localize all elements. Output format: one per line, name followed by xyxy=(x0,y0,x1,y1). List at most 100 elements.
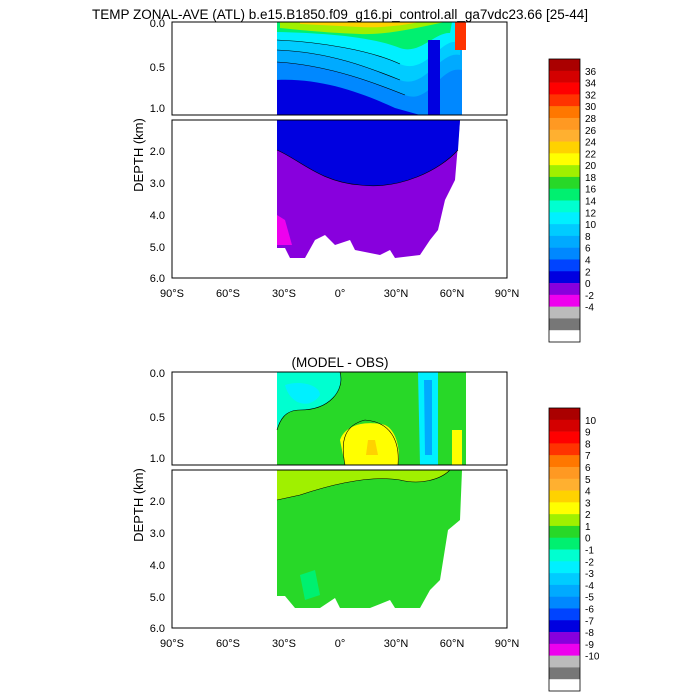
lower-xtick-4: 30°N xyxy=(384,638,409,650)
colorbar-label: 0 xyxy=(585,279,591,290)
lower-y-ticks: 0.0 0.5 1.0 2.0 3.0 4.0 5.0 6.0 xyxy=(150,368,165,635)
colorbar-label: 22 xyxy=(585,149,597,160)
colorbar-swatch xyxy=(549,306,580,319)
colorbar-swatch xyxy=(549,176,580,190)
upper-ytick-6: 5.0 xyxy=(150,242,165,254)
lower-ytick-6: 5.0 xyxy=(150,592,165,604)
upper-xtick-2: 30°S xyxy=(272,288,296,300)
colorbar-label: -3 xyxy=(585,569,594,580)
colorbar-label: -10 xyxy=(585,652,600,663)
colorbar-label: -6 xyxy=(585,604,594,615)
lower-bottom-field xyxy=(276,470,462,608)
lower-panel: (MODEL - OBS) DEPTH (km) 0.0 0.5 1.0 2.0 xyxy=(131,355,600,692)
lower-ytick-3: 2.0 xyxy=(150,496,165,508)
colorbar-swatch xyxy=(549,596,580,609)
field-north-warm xyxy=(455,22,466,50)
colorbar-label: -2 xyxy=(585,557,594,568)
colorbar-label: 10 xyxy=(585,220,597,231)
colorbar-label: 1 xyxy=(585,522,591,533)
bias-bottom-cold xyxy=(300,570,320,600)
colorbar-swatch xyxy=(549,94,580,107)
lower-title: (MODEL - OBS) xyxy=(291,355,388,370)
colorbar-label: 6 xyxy=(585,463,591,474)
colorbar-swatch xyxy=(549,70,580,83)
upper-panel: TEMP ZONAL-AVE (ATL) b.e15.B1850.f09_g16… xyxy=(92,7,597,343)
colorbar-swatch xyxy=(549,153,580,166)
upper-xtick-3: 0° xyxy=(335,288,346,300)
lower-xtick-1: 60°S xyxy=(216,638,240,650)
colorbar-swatch xyxy=(549,259,580,272)
upper-y-ticks: 0.0 0.5 1.0 2.0 3.0 4.0 5.0 6.0 xyxy=(150,18,165,285)
colorbar-swatch xyxy=(549,247,580,260)
colorbar-label: 8 xyxy=(585,232,591,243)
colorbar-label: 32 xyxy=(585,90,597,101)
colorbar-label: -7 xyxy=(585,616,594,627)
colorbar-label: -5 xyxy=(585,593,594,604)
upper-xtick-5: 60°N xyxy=(440,288,465,300)
field-surface-warmest xyxy=(300,22,420,28)
colorbar-frame xyxy=(548,58,581,343)
colorbar-swatch xyxy=(549,632,580,645)
field-deep-top xyxy=(277,79,420,115)
upper-ytick-1: 0.5 xyxy=(150,62,165,74)
lower-xtick-0: 90°S xyxy=(160,638,184,650)
contours-upper-top xyxy=(276,39,406,96)
colorbar-label: 30 xyxy=(585,102,597,113)
colorbar-swatch xyxy=(549,330,580,343)
colorbar-label: 34 xyxy=(585,79,597,90)
upper-ytick-2: 1.0 xyxy=(150,103,165,115)
colorbar-label: 18 xyxy=(585,173,597,184)
colorbar-label: 20 xyxy=(585,161,597,172)
upper-ytick-5: 4.0 xyxy=(150,210,165,222)
colorbar-swatch xyxy=(549,525,580,539)
colorbar-swatch xyxy=(549,283,580,296)
colorbar-swatch xyxy=(549,419,580,432)
lower-xtick-3: 0° xyxy=(335,638,346,650)
lower-x-ticks: 90°S 60°S 30°S 0° 30°N 60°N 90°N xyxy=(160,638,519,650)
colorbar-label: 6 xyxy=(585,244,591,255)
colorbar-swatch xyxy=(549,294,580,307)
upper-xtick-6: 90°N xyxy=(495,288,520,300)
colorbar-swatch xyxy=(549,466,580,480)
field-intermediate-bot xyxy=(277,120,460,186)
upper-ytick-3: 2.0 xyxy=(150,146,165,158)
colorbar-label: -2 xyxy=(585,291,594,302)
colorbar-label: 24 xyxy=(585,138,597,149)
colorbar-swatch xyxy=(549,573,580,586)
lower-xtick-2: 30°S xyxy=(272,638,296,650)
colorbar-swatch xyxy=(549,608,580,621)
colorbar-swatch xyxy=(549,549,580,562)
lower-ytick-4: 3.0 xyxy=(150,528,165,540)
colorbar-swatch xyxy=(549,667,580,680)
bias-north-warm xyxy=(452,430,462,465)
upper-ytick-4: 3.0 xyxy=(150,178,165,190)
lower-xtick-5: 60°N xyxy=(440,638,465,650)
upper-xtick-1: 60°S xyxy=(216,288,240,300)
colorbar-label: 26 xyxy=(585,126,597,137)
colorbar-label: -1 xyxy=(585,546,594,557)
upper-xtick-4: 30°N xyxy=(384,288,409,300)
colorbar-swatch xyxy=(549,188,580,201)
colorbar-swatch xyxy=(549,408,580,421)
colorbar-swatch xyxy=(549,443,580,456)
colorbar-label: 8 xyxy=(585,439,591,450)
bias-bottom-warm xyxy=(277,470,450,500)
bias-cold-south-core xyxy=(285,383,320,404)
upper-x-ticks: 90°S 60°S 30°S 0° 30°N 60°N 90°N xyxy=(160,288,519,300)
colorbar-swatch xyxy=(549,59,580,72)
colorbar-label: 12 xyxy=(585,208,597,219)
upper-top-field xyxy=(276,22,466,115)
bias-cold-north-core xyxy=(424,380,432,455)
colorbar-swatch xyxy=(549,224,580,237)
colorbar-label: 0 xyxy=(585,534,591,545)
upper-ylabel: DEPTH (km) xyxy=(131,118,146,192)
colorbar-swatch xyxy=(549,643,580,656)
field-bottom-south xyxy=(277,215,292,245)
field-north-cold xyxy=(428,40,440,115)
upper-xtick-0: 90°S xyxy=(160,288,184,300)
colorbar-label: 4 xyxy=(585,487,591,498)
colorbar-swatch xyxy=(549,117,580,131)
upper-ytick-7: 6.0 xyxy=(150,273,165,285)
colorbar-swatch xyxy=(549,537,580,550)
